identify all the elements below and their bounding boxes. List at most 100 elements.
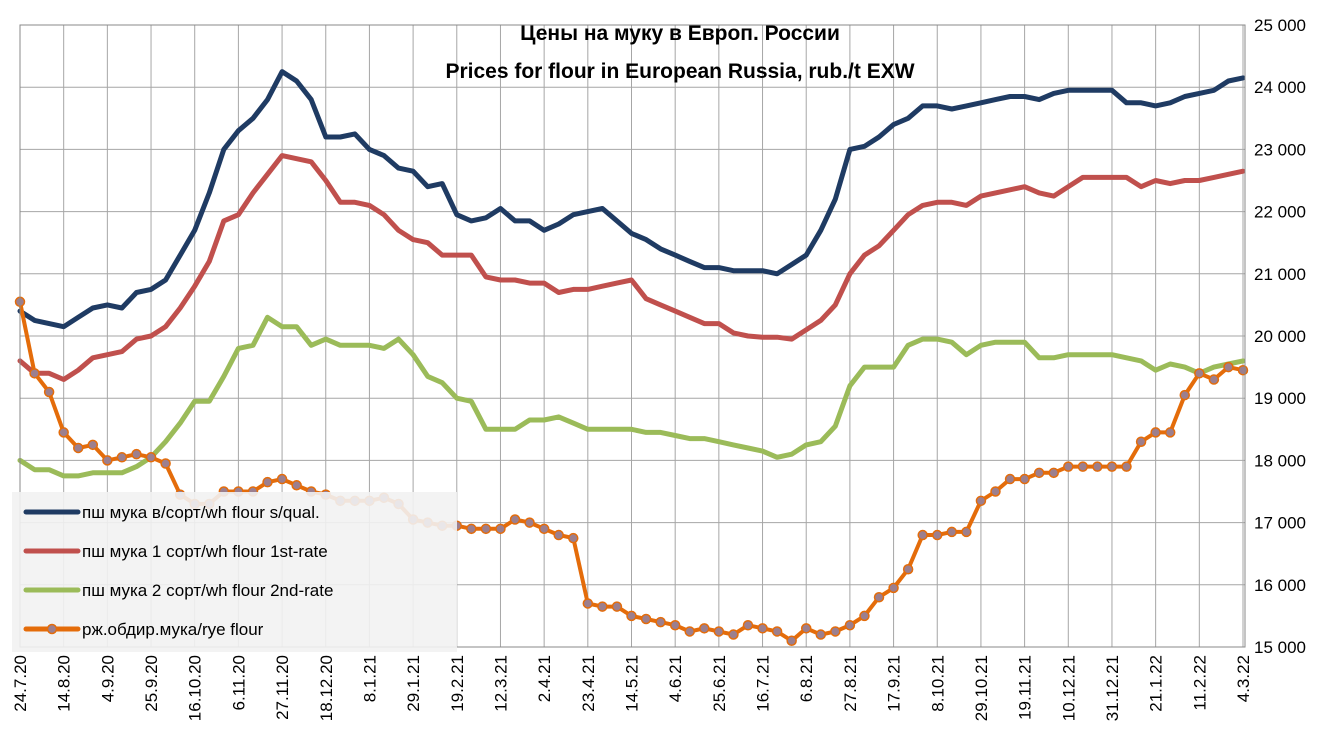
x-tick-label: 2.4.21	[535, 655, 554, 702]
y-tick-label: 16 000	[1254, 576, 1306, 595]
x-tick-label: 25.9.20	[142, 655, 161, 712]
y-tick-label: 17 000	[1254, 514, 1306, 533]
x-tick-label: 8.1.21	[360, 655, 379, 702]
marker	[815, 629, 827, 640]
y-tick-label: 19 000	[1254, 389, 1306, 408]
marker	[291, 480, 302, 491]
marker	[597, 601, 608, 612]
marker	[786, 635, 797, 647]
marker	[932, 529, 943, 541]
x-tick-label: 12.3.21	[491, 655, 510, 712]
marker	[757, 623, 768, 634]
marker	[626, 610, 637, 622]
x-tick-label: 27.11.20	[273, 655, 292, 720]
marker	[1077, 461, 1089, 472]
legend-label: рж.обдир.мука/rye flour	[82, 620, 264, 639]
marker	[116, 452, 128, 463]
x-tick-label: 27.8.21	[841, 655, 860, 712]
x-tick-label: 17.9.21	[885, 655, 904, 712]
y-tick-label: 25 000	[1254, 16, 1306, 35]
legend: пш мука в/сорт/wh flour s/qual. пш мука 1…	[12, 492, 457, 652]
y-tick-label: 24 000	[1254, 78, 1306, 97]
marker	[742, 619, 754, 631]
x-tick-label: 19.11.21	[1016, 655, 1035, 720]
marker	[771, 626, 783, 637]
y-tick-label: 21 000	[1254, 265, 1306, 284]
series-line	[17, 153, 1246, 382]
marker	[524, 517, 535, 528]
marker	[43, 386, 55, 398]
marker	[102, 455, 113, 466]
marker	[1237, 364, 1249, 376]
x-tick-label: 10.12.21	[1059, 655, 1078, 721]
x-tick-label: 14.8.20	[55, 655, 74, 712]
marker	[917, 529, 928, 541]
x-tick-label: 16.10.20	[186, 655, 205, 721]
x-tick-label: 14.5.21	[623, 655, 642, 712]
marker	[131, 448, 142, 460]
legend-label: пш мука 1 сорт/wh flour 1st-rate	[82, 542, 328, 561]
marker	[509, 514, 521, 525]
legend-label: пш мука в/сорт/wh flour s/qual.	[82, 503, 320, 522]
marker	[553, 529, 564, 541]
marker	[1194, 368, 1205, 379]
x-tick-label: 4.9.20	[98, 655, 117, 702]
marker	[961, 526, 972, 538]
chart-subtitle: Prices for flour in European Russia, rub…	[445, 60, 914, 83]
marker	[990, 486, 1001, 497]
marker	[1121, 461, 1132, 472]
marker	[669, 619, 681, 631]
x-tick-label: 8.10.21	[928, 655, 947, 712]
x-tick-label: 23.4.21	[579, 655, 598, 712]
marker	[1048, 467, 1059, 479]
marker	[1223, 361, 1234, 373]
marker	[1179, 389, 1191, 401]
legend-marker	[46, 623, 58, 635]
legend-label: пш мука 2 сорт/wh flour 2nd-rate	[82, 581, 333, 600]
marker	[859, 610, 870, 622]
marker	[728, 629, 739, 640]
marker	[582, 598, 594, 609]
x-tick-label: 25.6.21	[710, 655, 729, 712]
x-tick-label: 16.7.21	[754, 655, 773, 712]
marker	[946, 526, 958, 538]
y-tick-label: 23 000	[1254, 140, 1306, 159]
marker	[145, 452, 157, 463]
marker	[1135, 436, 1147, 447]
marker	[1033, 467, 1045, 479]
series-line	[17, 69, 1246, 330]
marker	[713, 626, 725, 637]
marker	[538, 523, 550, 535]
x-tick-label: 11.2.22	[1190, 655, 1209, 710]
chart-title: Цены на муку в Европ. России	[520, 22, 840, 45]
marker	[1092, 461, 1103, 472]
y-tick-label: 15 000	[1254, 638, 1306, 657]
x-tick-label: 24.7.20	[11, 655, 30, 712]
marker	[1106, 461, 1118, 472]
marker	[276, 473, 288, 485]
x-tick-label: 29.1.21	[404, 655, 423, 712]
marker	[1164, 427, 1176, 438]
marker	[611, 601, 623, 612]
marker	[902, 564, 914, 575]
x-tick-label: 6.11.20	[229, 655, 248, 710]
marker	[29, 368, 40, 379]
plot-border	[19, 24, 1246, 648]
y-tick-label: 20 000	[1254, 327, 1306, 346]
marker	[495, 523, 506, 535]
x-tick-label: 29.10.21	[972, 655, 991, 721]
marker	[844, 619, 856, 631]
marker	[1004, 473, 1016, 485]
marker	[873, 591, 885, 603]
series-line	[17, 314, 1246, 479]
marker	[1150, 427, 1161, 438]
marker	[800, 623, 812, 634]
marker	[1019, 473, 1030, 485]
marker	[1063, 461, 1074, 472]
x-tick-label: 31.12.21	[1103, 655, 1122, 721]
marker	[480, 523, 492, 535]
marker	[568, 532, 579, 544]
marker	[466, 523, 477, 535]
marker	[72, 442, 84, 454]
